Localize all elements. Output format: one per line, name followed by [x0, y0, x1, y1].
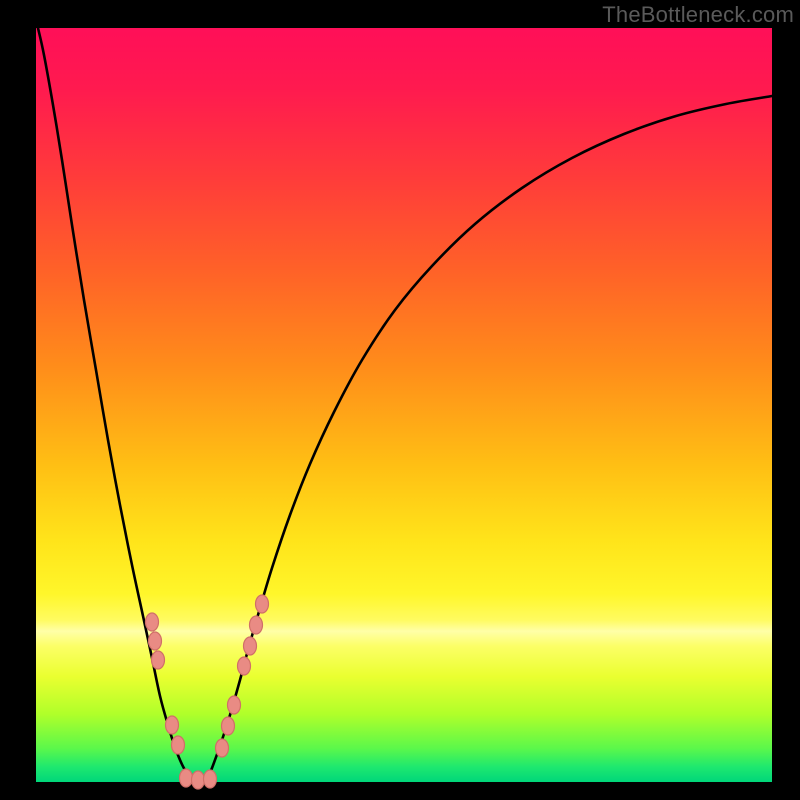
curve-marker: [152, 651, 165, 669]
curve-marker: [172, 736, 185, 754]
curve-left: [38, 28, 196, 782]
curve-marker: [204, 770, 217, 788]
curve-marker: [244, 637, 257, 655]
curve-right: [206, 96, 772, 782]
curve-marker: [222, 717, 235, 735]
curve-marker: [250, 616, 263, 634]
curve-marker: [228, 696, 241, 714]
curve-marker: [238, 657, 251, 675]
curve-marker: [192, 771, 205, 789]
curve-markers: [146, 595, 269, 789]
curve-marker: [166, 716, 179, 734]
curve-marker: [216, 739, 229, 757]
curve-marker: [180, 769, 193, 787]
chart-overlay: [0, 0, 800, 800]
chart-container: TheBottleneck.com: [0, 0, 800, 800]
curve-marker: [149, 632, 162, 650]
curve-marker: [256, 595, 269, 613]
curve-marker: [146, 613, 159, 631]
